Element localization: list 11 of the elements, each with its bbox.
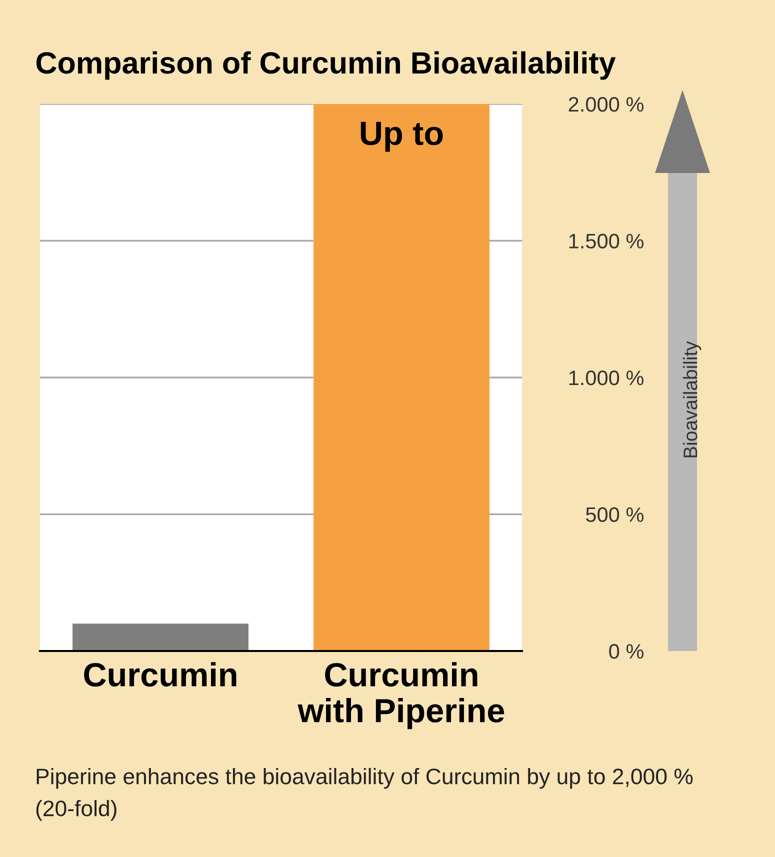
- annotation: Up to: [360, 122, 443, 152]
- y-tick-label: 500 %: [586, 507, 644, 522]
- y-tick-label: 1.000 %: [569, 370, 644, 386]
- text: Piperine enhances the bioavailability of Curcumin by up to 2,000 % (20-fold): [36, 768, 693, 821]
- x-tick-label: Curcumin with Piperine: [298, 662, 504, 730]
- x-tick-label: Curcumin: [84, 662, 236, 687]
- chart-title: Comparison of Curcumin Bioavailability: [36, 51, 616, 80]
- y-tick-label: 2.000 %: [568, 97, 644, 112]
- y-axis-title: Bioavailability: [683, 341, 702, 458]
- y-tick-label: 1.500 %: [569, 234, 644, 249]
- y-tick-label: 0 %: [609, 644, 644, 659]
